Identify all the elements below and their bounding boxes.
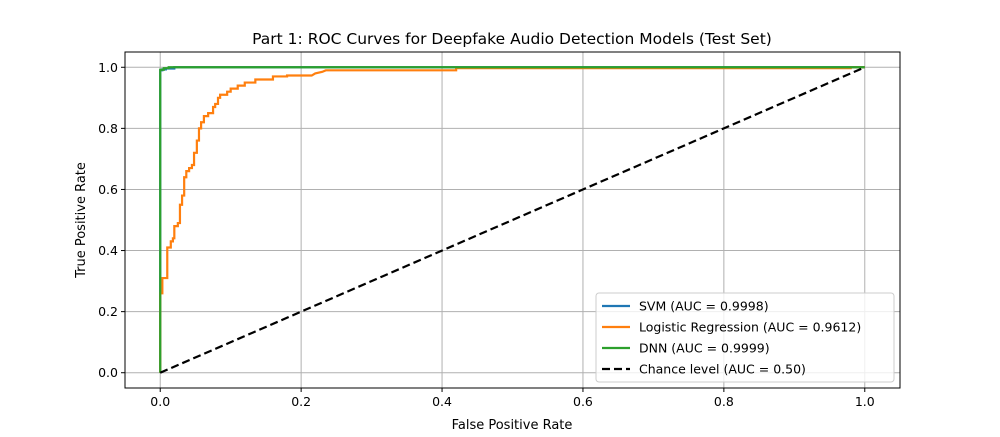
legend-label-2: DNN (AUC = 0.9999) [639,341,770,356]
x-tick-label: 0.8 [714,394,734,409]
series-lines [159,66,866,374]
x-tick-label: 0.2 [291,394,311,409]
series-line-2 [159,66,865,373]
series-line-3 [159,66,866,374]
y-axis-label: True Positive Rate [74,162,89,279]
legend-box [595,292,895,383]
x-tick-label: 0.6 [573,394,593,409]
y-tick-label: 1.0 [98,60,118,75]
axis-ticks: 0.0 0.2 0.4 0.6 0.8 1.0 0.0 0.2 0.4 0.6 0.8 1.0 [98,60,875,409]
x-tick-label: 0.0 [150,394,170,409]
y-tick-label: 0.6 [98,182,118,197]
y-tick-label: 0.0 [98,365,118,380]
y-tick-label: 0.4 [98,243,118,258]
series-line-1 [159,66,865,373]
legend-label-1: Logistic Regression (AUC = 0.9612) [639,320,861,335]
x-tick-label: 0.4 [432,394,452,409]
legend: SVM (AUC = 0.9998) Logistic Regression (A… [595,292,895,383]
plot-frame [124,51,901,389]
chart-title: Part 1: ROC Curves for Deepfake Audio De… [252,30,772,48]
y-tick-label: 0.2 [98,304,118,319]
legend-label-3: Chance level (AUC = 0.50) [639,362,806,377]
y-tick-label: 0.8 [98,121,118,136]
x-axis-label: False Positive Rate [452,418,573,433]
x-tick-label: 1.0 [855,394,875,409]
legend-label-0: SVM (AUC = 0.9998) [639,299,769,314]
